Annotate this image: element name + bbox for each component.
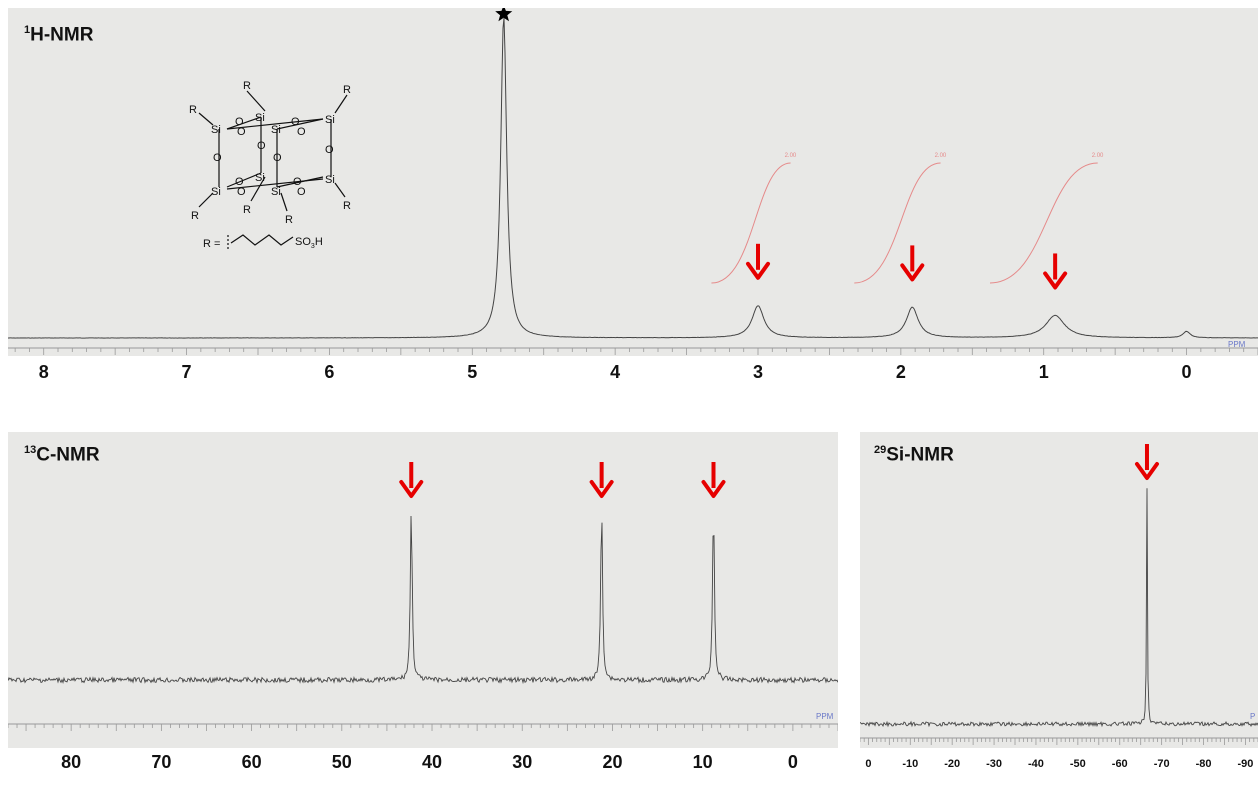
h-nmr-spectrum: 2.00 2.00 2.00 [8, 8, 1258, 356]
r-definition-group: SO3H [295, 236, 323, 250]
si-atom-label: Si [255, 112, 265, 124]
si-nmr-title: 29Si-NMR [874, 444, 954, 466]
si-nmr-spectrum [860, 432, 1258, 748]
o-atom-label: O [273, 152, 282, 164]
x-tick-label: 70 [151, 752, 172, 772]
peak-arrow-3 [1043, 253, 1068, 290]
h-ppm-label: PPM [1228, 340, 1246, 349]
x-tick-label: 80 [61, 752, 82, 772]
x-tick-label: -70 [1153, 758, 1170, 770]
r-group-label: R [191, 210, 199, 222]
x-tick-label: 0 [787, 752, 798, 772]
r-group-label: R [343, 200, 351, 212]
o-atom-label: O [257, 140, 266, 152]
x-tick-label: 1 [1038, 362, 1049, 382]
o-atom-label: O [293, 176, 302, 188]
si-nmr-x-axis: 0 -10 -20 -30 -40 -50 -60 -70 -80 -90 [860, 758, 1258, 788]
x-tick-label: 4 [610, 362, 621, 382]
r-group-label: R [243, 80, 251, 92]
x-tick-label: 7 [181, 362, 192, 382]
reference-peak-star [495, 8, 513, 22]
x-tick-label: 20 [602, 752, 623, 772]
peak-arrow-1 [746, 243, 770, 280]
x-tick-label: 8 [38, 362, 49, 382]
si-atom-label: Si [325, 114, 335, 126]
c-nmr-title: 13C-NMR [24, 444, 100, 466]
r-group-label: R [285, 214, 293, 226]
x-tick-label: -50 [1069, 758, 1086, 770]
x-tick-label: -60 [1111, 758, 1128, 770]
si-atom-label: Si [255, 172, 265, 184]
panel-paper [8, 432, 838, 748]
c-nmr-panel: 13C-NMR PPM [8, 432, 838, 748]
o-atom-label: O [235, 176, 244, 188]
c-ppm-label: PPM [816, 712, 834, 721]
integral-curve-1: 2.00 [854, 153, 947, 284]
o-atom-label: O [297, 186, 306, 198]
integral-label: 2.00 [935, 153, 947, 159]
si-nmr-panel: 29Si-NMR P [860, 432, 1258, 748]
si-atom-label: Si [271, 186, 281, 198]
x-tick-label: -20 [944, 758, 961, 770]
x-tick-label: 10 [692, 752, 713, 772]
c-nmr-x-axis: 80 70 60 50 40 30 20 10 0 [8, 752, 838, 782]
x-tick-label: 30 [512, 752, 533, 772]
x-tick-label: 2 [895, 362, 906, 382]
o-atom-label: O [325, 144, 334, 156]
silsesquioxane-structure: Si Si Si Si Si Si Si Si O O O O O O O O … [189, 80, 351, 251]
o-atom-label: O [213, 152, 222, 164]
x-tick-label: 6 [324, 362, 335, 382]
x-tick-label: -80 [1195, 758, 1212, 770]
si-atom-label: Si [211, 186, 221, 198]
spectrum-trace [8, 516, 838, 685]
o-atom-label: O [291, 116, 300, 128]
si-ppm-label: P [1250, 712, 1256, 721]
r-group-label: R [189, 104, 197, 116]
peak-arrow-0 [1134, 444, 1159, 480]
x-tick-label: 5 [467, 362, 478, 382]
x-tick-label: -90 [1237, 758, 1254, 770]
integral-label: 2.00 [785, 153, 797, 159]
r-group-label: R [343, 84, 351, 96]
peak-arrow-2 [701, 462, 726, 498]
r-definition-prefix: R = [203, 238, 220, 250]
x-tick-label: -30 [986, 758, 1003, 770]
h-nmr-title: 1H-NMR [24, 24, 94, 46]
panel-paper [860, 432, 1258, 748]
si-atom-label: Si [211, 124, 221, 136]
h-nmr-x-axis: 8 7 6 5 4 3 2 1 0 [8, 362, 1258, 392]
x-tick-label: 40 [422, 752, 443, 772]
o-atom-label: O [235, 116, 244, 128]
o-atom-label: O [237, 126, 246, 138]
integral-curve-0: 2.00 [711, 153, 797, 284]
x-tick-label: 3 [752, 362, 764, 382]
integral-curve-2: 2.00 [989, 153, 1104, 284]
x-tick-label: 60 [241, 752, 262, 772]
x-tick-label: 0 [1181, 362, 1192, 382]
si-atom-label: Si [271, 124, 281, 136]
x-tick-label: 0 [865, 758, 872, 770]
x-tick-label: -10 [902, 758, 919, 770]
panel-paper [8, 8, 1258, 356]
x-tick-label: 50 [331, 752, 352, 772]
o-atom-label: O [297, 126, 306, 138]
h-nmr-panel: 2.00 2.00 2.00 1H-NMR PPM [8, 8, 1258, 356]
peak-arrow-0 [399, 462, 424, 498]
si-atom-label: Si [325, 174, 335, 186]
peak-arrow-2 [900, 245, 925, 282]
integral-label: 2.00 [1092, 153, 1104, 159]
o-atom-label: O [237, 186, 246, 198]
r-group-label: R [243, 204, 251, 216]
spectrum-trace [860, 488, 1258, 728]
x-tick-label: -40 [1028, 758, 1044, 770]
spectrum-trace [8, 18, 1258, 339]
peak-arrow-1 [589, 462, 614, 498]
c-nmr-spectrum [8, 432, 838, 748]
